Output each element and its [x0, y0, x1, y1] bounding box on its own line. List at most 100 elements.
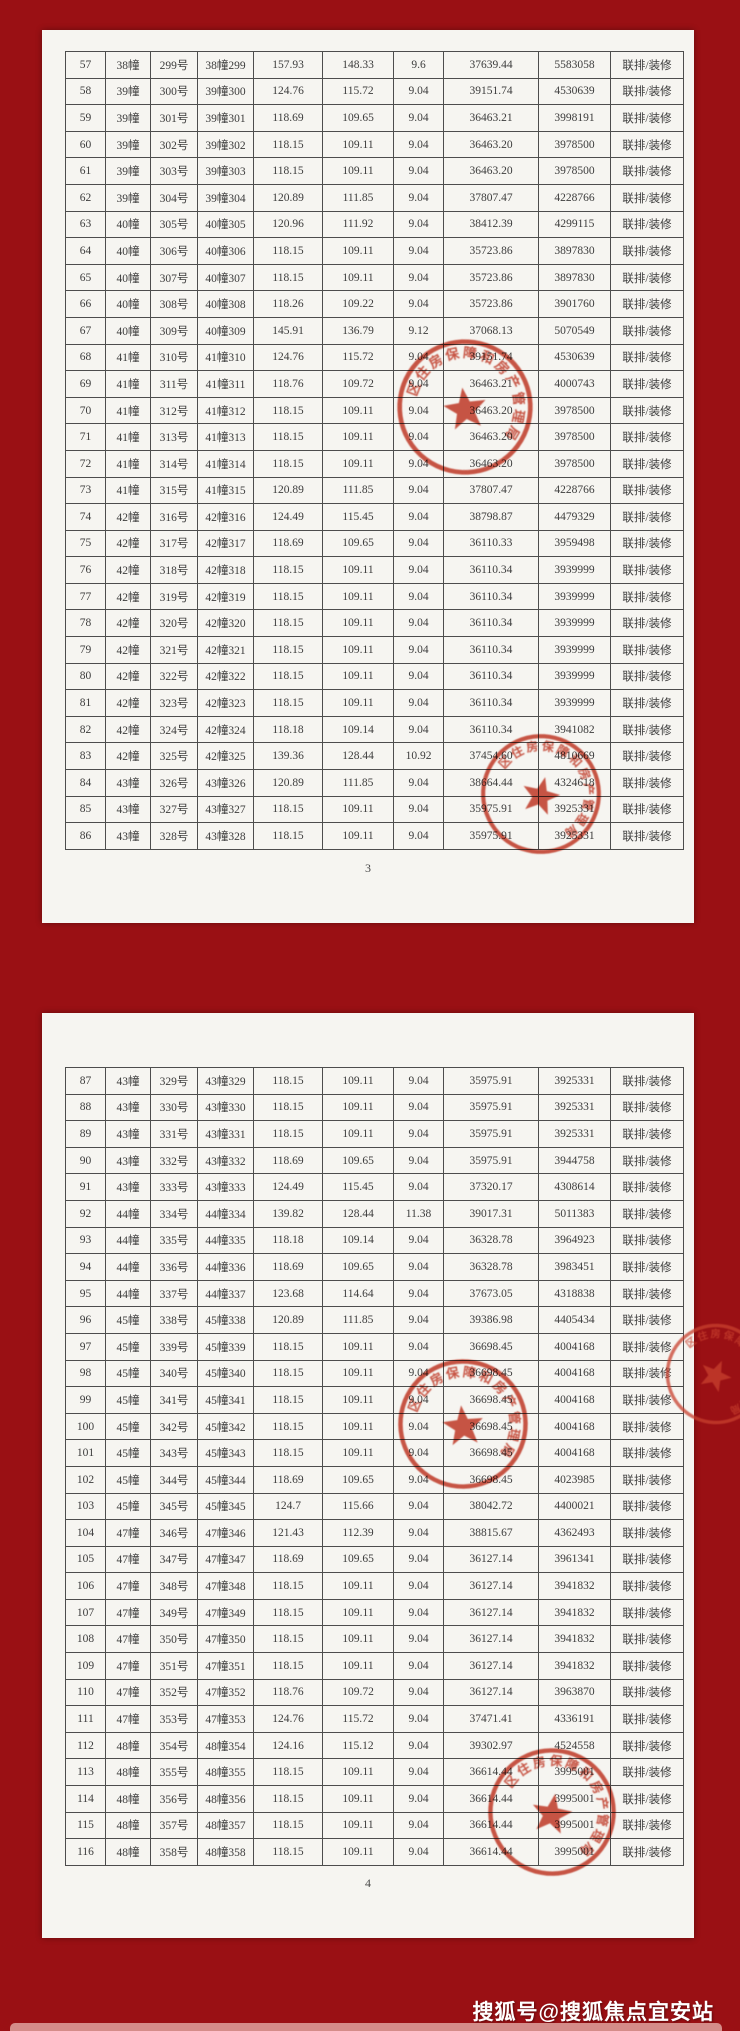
cell: 42幢 — [105, 715, 151, 744]
cell: 81 — [65, 689, 106, 717]
cell: 4318838 — [538, 1279, 611, 1308]
cell: 联排/装修 — [610, 795, 684, 824]
cell: 118.15 — [253, 1598, 323, 1627]
cell: 联排/装修 — [610, 529, 684, 558]
cell: 4228766 — [538, 476, 611, 505]
cell: 109.11 — [322, 1598, 394, 1627]
cell: 39幢301 — [197, 104, 254, 132]
cell: 联排/装修 — [610, 1785, 684, 1813]
table-row: 106 47幢 348号 47幢348 118.15 109.11 9.04 36127.14… — [65, 1572, 684, 1600]
cell: 118.15 — [253, 1359, 323, 1388]
cell: 110 — [65, 1678, 106, 1707]
cell: 43幢 — [105, 1146, 151, 1175]
cell: 4308614 — [538, 1173, 611, 1201]
cell: 118.15 — [253, 396, 323, 425]
cell: 3939999 — [538, 689, 611, 717]
cell: 联排/装修 — [610, 1545, 684, 1574]
cell: 43幢 — [105, 822, 151, 850]
cell: 44幢 — [105, 1226, 151, 1255]
cell: 联排/装修 — [610, 130, 684, 159]
cell: 74 — [65, 503, 106, 531]
cell: 48幢 — [105, 1811, 151, 1840]
cell: 40幢 — [105, 290, 151, 318]
table-row: 90 43幢 332号 43幢332 118.69 109.65 9.04 35975.91 3… — [65, 1146, 684, 1175]
cell: 118.15 — [253, 1811, 323, 1840]
table-row: 102 45幢 344号 45幢344 118.69 109.65 9.04 36698.45… — [65, 1465, 684, 1494]
cell: 9.04 — [393, 77, 444, 106]
cell: 38幢 — [105, 51, 151, 79]
cell: 联排/装修 — [610, 556, 684, 584]
cell: 118.69 — [253, 529, 323, 558]
cell: 111 — [65, 1705, 106, 1733]
cell: 联排/装修 — [610, 1067, 684, 1095]
cell: 308号 — [150, 290, 198, 318]
cell: 41幢 — [105, 476, 151, 505]
cell: 148.33 — [322, 51, 394, 79]
table-row: 96 45幢 338号 45幢338 120.89 111.85 9.04 39386.98 4… — [65, 1306, 684, 1334]
cell: 联排/装修 — [610, 183, 684, 212]
table-row: 115 48幢 357号 48幢357 118.15 109.11 9.04 36614.44… — [65, 1811, 684, 1840]
cell: 9.04 — [393, 1253, 444, 1281]
cell: 3939999 — [538, 582, 611, 611]
cell: 86 — [65, 822, 106, 850]
cell: 118.15 — [253, 449, 323, 478]
cell: 35975.91 — [443, 1146, 539, 1175]
cell: 352号 — [150, 1678, 198, 1707]
cell: 115.72 — [322, 77, 394, 106]
cell: 48幢354 — [197, 1731, 254, 1760]
cell: 104 — [65, 1519, 106, 1547]
cell: 联排/装修 — [610, 1386, 684, 1414]
cell: 联排/装修 — [610, 1731, 684, 1760]
cell: 98 — [65, 1359, 106, 1388]
cell: 联排/装修 — [610, 396, 684, 425]
cell: 3897830 — [538, 237, 611, 265]
cell: 120.89 — [253, 476, 323, 505]
cell: 35975.91 — [443, 822, 539, 850]
cell: 联排/装修 — [610, 104, 684, 132]
table-row: 77 42幢 319号 42幢319 118.15 109.11 9.04 36110.34 3… — [65, 582, 684, 611]
cell: 115.66 — [322, 1492, 394, 1521]
cell: 47幢 — [105, 1545, 151, 1574]
cell: 36614.44 — [443, 1785, 539, 1813]
cell: 36698.45 — [443, 1412, 539, 1441]
cell: 4336191 — [538, 1705, 611, 1733]
cell: 9.04 — [393, 1386, 444, 1414]
cell: 39151.74 — [443, 77, 539, 106]
cell: 3995001 — [538, 1785, 611, 1813]
cell: 118.15 — [253, 689, 323, 717]
cell: 37807.47 — [443, 183, 539, 212]
cell: 9.04 — [393, 1811, 444, 1840]
cell: 9.04 — [393, 769, 444, 797]
table-row: 85 43幢 327号 43幢327 118.15 109.11 9.04 35975.91 3… — [65, 795, 684, 824]
cell: 118.15 — [253, 1120, 323, 1148]
cell: 联排/装修 — [610, 1572, 684, 1600]
cell: 36614.44 — [443, 1838, 539, 1866]
cell: 114 — [65, 1785, 106, 1813]
cell: 42幢 — [105, 662, 151, 691]
cell: 47幢351 — [197, 1652, 254, 1680]
cell: 109.65 — [322, 104, 394, 132]
cell: 90 — [65, 1146, 106, 1175]
cell: 109.11 — [322, 263, 394, 292]
cell: 44幢 — [105, 1279, 151, 1308]
cell: 112 — [65, 1731, 106, 1760]
cell: 340号 — [150, 1359, 198, 1388]
cell: 35975.91 — [443, 1067, 539, 1095]
cell: 357号 — [150, 1811, 198, 1840]
cell: 109.11 — [322, 1439, 394, 1467]
cell: 354号 — [150, 1731, 198, 1760]
cell: 43幢 — [105, 769, 151, 797]
cell: 43幢 — [105, 1120, 151, 1148]
cell: 36614.44 — [443, 1758, 539, 1787]
cell: 9.04 — [393, 370, 444, 398]
cell: 9.04 — [393, 263, 444, 292]
cell: 36698.45 — [443, 1439, 539, 1467]
table-row: 64 40幢 306号 40幢306 118.15 109.11 9.04 35723.86 3… — [65, 237, 684, 265]
cell: 9.04 — [393, 1758, 444, 1787]
cell: 3941832 — [538, 1652, 611, 1680]
cell: 62 — [65, 183, 106, 212]
cell: 联排/装修 — [610, 1093, 684, 1122]
cell: 9.04 — [393, 104, 444, 132]
cell: 118.15 — [253, 1572, 323, 1600]
